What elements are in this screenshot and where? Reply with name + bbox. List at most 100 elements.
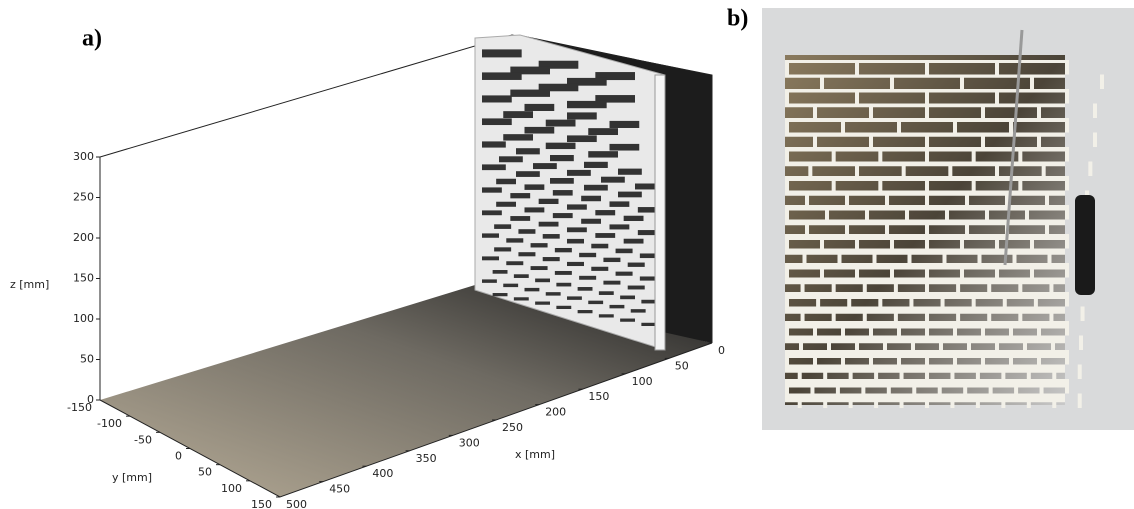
- grille-rib: [925, 263, 929, 278]
- grille-rib: [1065, 60, 1069, 75]
- wall-hole: [482, 164, 506, 170]
- wall-hole: [640, 276, 657, 280]
- tick-label: 150: [251, 498, 272, 509]
- grille-rib: [832, 278, 836, 293]
- grille-rib: [845, 220, 849, 235]
- grille-rib: [894, 307, 898, 322]
- panel-label: b): [727, 6, 748, 32]
- grille-rib: [948, 162, 952, 177]
- grille-rib: [912, 379, 916, 394]
- tick-label: 150: [588, 390, 609, 403]
- wall-hole: [482, 118, 512, 125]
- grille-rib: [905, 205, 909, 220]
- wall-hole: [588, 301, 603, 304]
- grille-rib: [1065, 350, 1069, 365]
- grille-rib: [925, 133, 929, 148]
- grille-rib: [1030, 234, 1034, 249]
- wall-hole: [543, 234, 560, 239]
- grille-rib: [897, 321, 901, 336]
- grille-rib: [1065, 379, 1069, 394]
- wall-hole: [591, 267, 608, 271]
- grille-rib: [1023, 336, 1027, 351]
- wall-hole: [525, 104, 555, 111]
- wall-hole: [499, 156, 523, 162]
- wall-hole: [546, 292, 561, 295]
- grille-rib: [1049, 307, 1053, 322]
- wall-hole: [578, 310, 593, 313]
- tick-label: 150: [73, 272, 94, 285]
- grille-rib: [820, 75, 824, 90]
- grille-rib: [805, 191, 809, 206]
- wall-hole: [595, 233, 615, 238]
- grille-rib: [1027, 394, 1031, 409]
- grille-rib: [981, 104, 985, 119]
- grille-rib: [995, 263, 999, 278]
- grille-rib: [897, 118, 901, 133]
- wall-hole: [493, 270, 508, 274]
- wall-hole: [539, 222, 559, 227]
- panel-b: b): [727, 6, 1134, 431]
- grille-rib: [832, 176, 836, 191]
- grille-rib: [863, 307, 867, 322]
- panel-a: a) z [mm] y [mm] x [mm] 3002502001501005…: [10, 26, 725, 509]
- wall-hole: [567, 239, 584, 244]
- wall-hole: [610, 201, 630, 207]
- wall-hole: [503, 134, 533, 140]
- grille-rib: [885, 191, 889, 206]
- wall-hole: [494, 224, 511, 229]
- wall-hole: [496, 179, 516, 185]
- wall-hole: [631, 309, 646, 312]
- wall-hole: [624, 216, 644, 221]
- wall-hole: [535, 279, 550, 283]
- grille-rib: [1018, 176, 1022, 191]
- grille-rib: [1048, 249, 1052, 264]
- tick-label: 500: [286, 498, 307, 509]
- grille-rib: [785, 234, 789, 249]
- grille-rib: [820, 234, 824, 249]
- wall-hole: [581, 219, 601, 224]
- grille-rib: [1042, 162, 1046, 177]
- wall-hole: [555, 271, 572, 275]
- grille-rib: [823, 394, 827, 409]
- grille-rib: [1065, 147, 1069, 162]
- grille-rib: [869, 350, 873, 365]
- tick-label: 250: [502, 421, 523, 434]
- grille-rib: [1065, 321, 1069, 336]
- grille-rib: [1009, 118, 1013, 133]
- wall-hole: [578, 287, 593, 291]
- grille-rib: [995, 162, 999, 177]
- grille-rib: [1052, 394, 1056, 409]
- grille-rib: [855, 60, 859, 75]
- grille-rib: [801, 278, 805, 293]
- wall-hole: [496, 202, 516, 207]
- wall-hole: [567, 227, 587, 232]
- wall-hole: [482, 210, 502, 215]
- grille-rib: [900, 394, 904, 409]
- grille-rib: [925, 147, 929, 162]
- grille-rib: [1001, 394, 1005, 409]
- grille-rib: [869, 133, 873, 148]
- grille-rib: [1065, 292, 1069, 307]
- grille-rib: [820, 263, 824, 278]
- grille-rib: [798, 394, 802, 409]
- tick-label: -100: [97, 417, 122, 430]
- grille-rib: [989, 379, 993, 394]
- wall-hole: [531, 266, 548, 270]
- wall-hole: [579, 253, 596, 257]
- grille-rib: [1065, 118, 1069, 133]
- grille-rib: [960, 234, 964, 249]
- wall-hole: [546, 143, 576, 149]
- grille-bar: [785, 292, 1065, 299]
- tick-label: 50: [80, 353, 94, 366]
- grille-rib: [878, 176, 882, 191]
- grille-rib: [943, 249, 947, 264]
- grille-rib: [925, 278, 929, 293]
- tick-label: 200: [545, 406, 566, 419]
- handle: [1075, 195, 1095, 295]
- tick-label: 50: [198, 466, 212, 479]
- grille-rib: [1052, 365, 1056, 380]
- grille-rib: [995, 234, 999, 249]
- grille-rib: [981, 350, 985, 365]
- grille-rib: [813, 350, 817, 365]
- wall-hole: [555, 248, 572, 252]
